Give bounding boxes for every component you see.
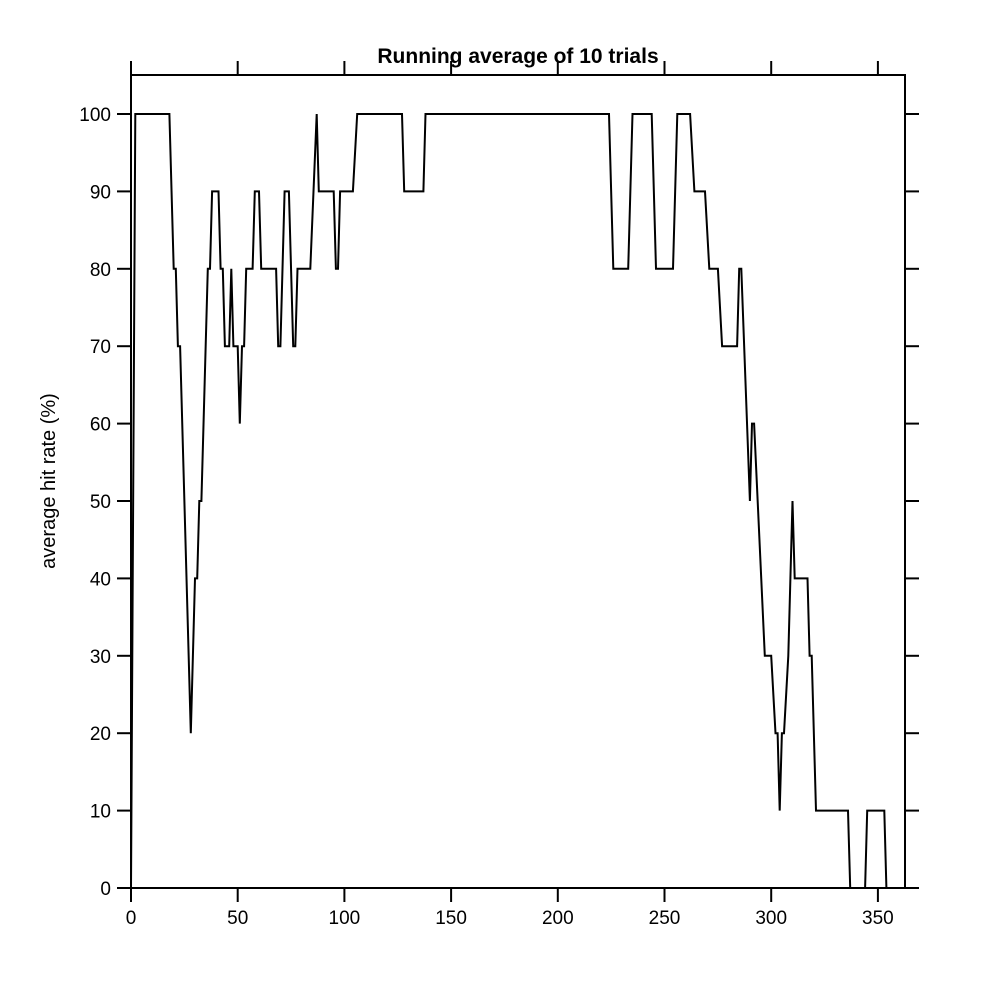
series-line (130, 113, 910, 889)
y-tick-label: 90 (90, 182, 111, 203)
x-tick-label: 50 (227, 908, 248, 929)
axis-ticks (117, 61, 919, 902)
chart-title: Running average of 10 trials (377, 45, 658, 68)
y-tick-label: 10 (90, 802, 111, 823)
y-tick-label: 70 (90, 337, 111, 358)
x-tick-label: 200 (542, 908, 574, 929)
y-tick-label: 50 (90, 492, 111, 513)
x-tick-label: 300 (755, 908, 787, 929)
y-tick-label: 20 (90, 724, 111, 745)
x-tick-label: 0 (126, 908, 137, 929)
plot-frame (130, 74, 906, 889)
tick-labels: 0 50 100 150 200 250 300 350 0 10 20 30 40 50 60 70 80 90… (79, 105, 893, 929)
y-tick-label: 100 (79, 105, 111, 126)
y-axis-label: average hit rate (%) (38, 393, 60, 569)
y-tick-label: 40 (90, 569, 111, 590)
y-tick-label: 80 (90, 260, 111, 281)
y-tick-label: 30 (90, 647, 111, 668)
x-tick-label: 100 (329, 908, 361, 929)
x-tick-label: 150 (435, 908, 467, 929)
y-tick-label: 60 (90, 415, 111, 436)
x-tick-label: 250 (649, 908, 681, 929)
x-tick-label: 350 (862, 908, 894, 929)
y-tick-label: 0 (100, 879, 111, 900)
